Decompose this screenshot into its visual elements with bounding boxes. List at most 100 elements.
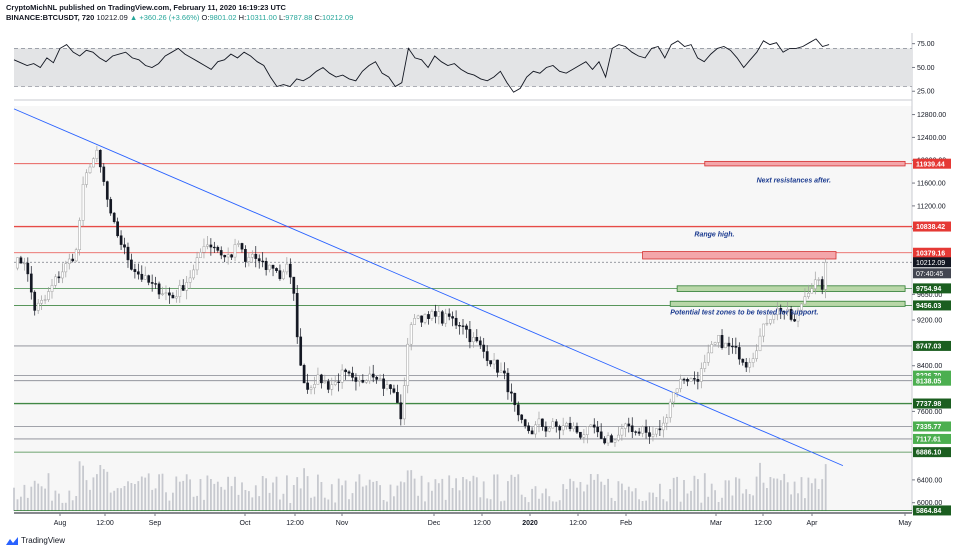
candles <box>16 145 828 447</box>
high-value: 10311.00 <box>246 13 277 22</box>
volume-bar <box>717 502 720 511</box>
volume-bar <box>189 479 191 511</box>
volume-bar <box>310 497 312 511</box>
tradingview-logo-icon <box>6 536 18 545</box>
volume-bar <box>379 485 381 511</box>
candle-body <box>606 435 610 444</box>
volume-bar <box>776 478 779 511</box>
candle-body <box>503 370 506 374</box>
volume-bar <box>120 488 122 511</box>
candle-body <box>765 322 769 325</box>
candle-body <box>779 308 783 312</box>
volume-bar <box>368 479 371 511</box>
price-tick-label: 6400.00 <box>917 477 942 484</box>
candle-body <box>416 315 420 319</box>
tradingview-brand[interactable]: TradingView <box>21 536 66 545</box>
price-tick-label: 9200.00 <box>917 318 942 325</box>
level-tag-bg <box>913 375 951 386</box>
candle-body <box>558 426 562 431</box>
candle-body <box>181 285 185 291</box>
candle-body <box>102 166 106 182</box>
volume-bar <box>565 489 568 511</box>
candle-body <box>57 276 61 279</box>
volume-bar <box>648 492 651 511</box>
volume-bar <box>192 496 195 511</box>
volume-bar <box>465 479 468 511</box>
volume-bar <box>147 473 150 511</box>
candle-body <box>33 291 37 311</box>
last-price-tag-bg <box>913 257 951 268</box>
footer: TradingView <box>6 536 65 545</box>
candle-body <box>399 402 403 420</box>
time-tick-label: 2020 <box>522 520 538 527</box>
volume-bar <box>71 500 74 511</box>
volume-bar <box>793 481 796 511</box>
level-tag-bg <box>913 300 951 311</box>
candle-body <box>506 372 510 393</box>
volume-bar <box>500 501 502 511</box>
volume-bar <box>355 481 357 511</box>
volume-bar <box>289 503 292 511</box>
volume-bar <box>513 476 516 511</box>
candle-body <box>92 158 95 168</box>
resistance-zone <box>704 160 906 167</box>
volume-bar <box>372 481 375 511</box>
volume-bar <box>279 499 281 511</box>
candle-body <box>465 325 468 330</box>
volume-bar <box>92 477 95 511</box>
volume-bar <box>178 481 181 511</box>
volume-bar <box>686 493 689 511</box>
volume-bar <box>251 497 254 511</box>
candle-body <box>119 235 123 245</box>
chart-header: CryptoMichNL published on TradingView.co… <box>6 3 353 23</box>
candle-body <box>358 379 361 382</box>
candle-body <box>123 244 126 248</box>
candle-body <box>617 434 620 441</box>
volume-bar <box>116 488 119 511</box>
volume-bar <box>469 481 471 511</box>
level-tag-bg <box>913 370 951 381</box>
level-tag-bg <box>913 221 951 232</box>
volume-bar <box>196 495 198 511</box>
candle-body <box>596 426 600 433</box>
candle-body <box>375 376 379 380</box>
candle-body <box>364 380 368 383</box>
candle-body <box>254 253 258 259</box>
volume-bar <box>299 488 302 511</box>
candle-body <box>613 439 617 443</box>
volume-bar <box>113 490 116 511</box>
volume-bar <box>58 493 60 511</box>
volume-bar <box>738 478 741 511</box>
rsi-band <box>14 48 912 87</box>
price-tick-label: 11200.00 <box>917 203 946 210</box>
candle-body <box>216 246 220 251</box>
volume-bar <box>303 468 305 511</box>
candle-body <box>168 292 171 296</box>
volume-bar <box>213 483 216 511</box>
volume-bar <box>296 477 299 511</box>
volume-bar <box>589 474 592 511</box>
support-zone <box>676 285 906 292</box>
volume-bar <box>358 474 361 511</box>
candle-body <box>71 258 75 262</box>
volume-bar <box>317 474 319 511</box>
candle-body <box>202 246 206 253</box>
volume-bar <box>797 493 799 511</box>
candle-body <box>282 271 285 280</box>
candle-body <box>724 342 727 349</box>
high-label: H: <box>238 13 247 22</box>
volume-bar <box>824 464 827 511</box>
volume-bar <box>130 483 133 511</box>
candle-body <box>192 269 195 279</box>
level-tag-bg <box>913 283 951 294</box>
volume-bar <box>334 502 337 511</box>
candle-body <box>516 404 520 416</box>
candle-body <box>264 261 268 270</box>
time-tick-label: 12:00 <box>569 520 587 527</box>
candle-body <box>188 277 192 283</box>
candle-body <box>206 244 209 247</box>
volume-bar <box>520 494 523 511</box>
candle-body <box>444 313 448 324</box>
candle-body <box>413 318 416 325</box>
